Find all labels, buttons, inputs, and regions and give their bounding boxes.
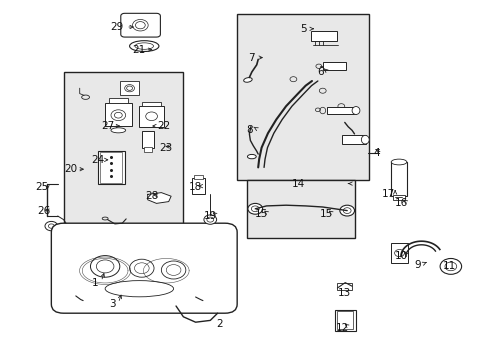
Text: 24: 24 <box>91 155 104 165</box>
Bar <box>337 283 351 290</box>
Circle shape <box>247 203 262 214</box>
Bar <box>144 147 151 152</box>
Bar <box>237 14 368 180</box>
Bar <box>390 162 406 196</box>
Ellipse shape <box>247 154 256 159</box>
Text: 4: 4 <box>372 148 379 158</box>
Ellipse shape <box>351 107 359 114</box>
Bar <box>98 151 124 184</box>
Bar <box>63 72 183 234</box>
Bar <box>392 195 404 200</box>
Bar <box>142 131 154 148</box>
Text: 17: 17 <box>381 189 395 199</box>
Text: 14: 14 <box>291 179 305 189</box>
Bar <box>100 152 122 183</box>
Text: 18: 18 <box>188 182 202 192</box>
Text: 16: 16 <box>393 198 407 208</box>
Circle shape <box>439 258 461 274</box>
Text: 27: 27 <box>101 121 114 131</box>
Text: 5: 5 <box>299 24 306 34</box>
Ellipse shape <box>243 78 252 82</box>
Text: 9: 9 <box>414 260 421 270</box>
Bar <box>139 106 163 127</box>
Text: 29: 29 <box>110 22 124 32</box>
Text: 1: 1 <box>92 278 99 288</box>
Text: 8: 8 <box>245 125 252 135</box>
Text: 20: 20 <box>64 164 77 174</box>
Text: 11: 11 <box>442 261 456 271</box>
Text: 25: 25 <box>35 182 48 192</box>
Bar <box>337 311 352 329</box>
Text: 7: 7 <box>248 53 255 63</box>
Text: 2: 2 <box>216 319 223 329</box>
Bar <box>390 243 407 263</box>
Text: 19: 19 <box>203 211 217 221</box>
Text: 26: 26 <box>37 206 51 216</box>
Text: 21: 21 <box>132 45 146 55</box>
FancyBboxPatch shape <box>121 13 160 37</box>
Ellipse shape <box>111 128 125 133</box>
Bar <box>108 98 128 103</box>
Text: 13: 13 <box>337 288 351 298</box>
Polygon shape <box>147 193 171 203</box>
Bar <box>334 310 355 331</box>
Bar <box>310 31 337 41</box>
Bar <box>142 102 161 106</box>
Text: 6: 6 <box>316 67 323 77</box>
Circle shape <box>339 205 354 216</box>
Bar <box>194 175 203 179</box>
Text: 22: 22 <box>157 121 170 131</box>
Bar <box>322 62 346 70</box>
Bar <box>246 180 354 238</box>
Text: 3: 3 <box>109 299 116 309</box>
Bar <box>342 135 365 144</box>
Text: 10: 10 <box>394 251 407 261</box>
Circle shape <box>45 221 58 231</box>
Ellipse shape <box>390 159 406 165</box>
Bar <box>105 103 132 126</box>
Text: 28: 28 <box>144 191 158 201</box>
Text: 15: 15 <box>319 209 333 219</box>
Circle shape <box>203 215 216 224</box>
Text: 23: 23 <box>159 143 173 153</box>
Ellipse shape <box>129 41 159 51</box>
Bar <box>191 178 205 194</box>
Bar <box>326 107 355 114</box>
Ellipse shape <box>361 135 368 144</box>
Bar <box>120 81 139 95</box>
Text: 12: 12 <box>335 323 348 333</box>
Text: 15: 15 <box>254 209 268 219</box>
FancyBboxPatch shape <box>51 223 237 313</box>
